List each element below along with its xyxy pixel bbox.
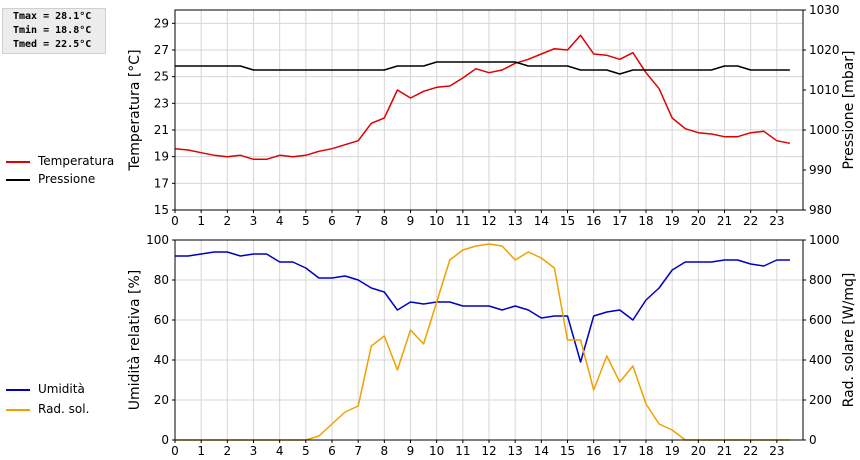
y-tick-label-left: 60 (154, 313, 169, 327)
y-tick-label-left: 40 (154, 353, 169, 367)
legend-pressione-swatch (6, 179, 30, 181)
y-tick-label-left: 100 (146, 233, 169, 247)
stats-box: Tmax = 28.1°C Tmin = 18.8°C Tmed = 22.5°… (2, 8, 106, 54)
x-tick-label: 17 (612, 444, 627, 458)
x-tick-label: 11 (455, 444, 470, 458)
x-tick-label: 9 (407, 214, 415, 228)
x-tick-label: 3 (250, 214, 258, 228)
y-tick-label-right: 400 (809, 353, 832, 367)
stat-tmin: Tmin = 18.8°C (13, 25, 92, 36)
stat-tmax: Tmax = 28.1°C (13, 11, 92, 22)
legend-umidita-swatch (6, 389, 30, 391)
x-tick-label: 16 (586, 444, 601, 458)
y-tick-label-right: 1030 (809, 3, 840, 17)
y-tick-label-right: 0 (809, 433, 817, 447)
x-tick-label: 8 (381, 214, 389, 228)
x-tick-label: 0 (171, 444, 179, 458)
series-line-umidit- (175, 251, 790, 363)
x-tick-label: 1 (197, 444, 205, 458)
x-tick-label: 8 (381, 444, 389, 458)
x-tick-label: 2 (224, 214, 232, 228)
x-tick-label: 5 (302, 214, 310, 228)
y-tick-label-left: 20 (154, 393, 169, 407)
x-tick-label: 15 (560, 214, 575, 228)
y-tick-label-left: 23 (154, 96, 169, 110)
x-tick-label: 19 (665, 214, 680, 228)
y-tick-label-left: 15 (154, 203, 169, 217)
x-tick-label: 13 (508, 444, 523, 458)
x-tick-label: 21 (717, 444, 732, 458)
x-tick-label: 10 (429, 214, 444, 228)
chart-1: 0 1 2 3 4 5 6 7 8 9 10 11 12 13 14 15 16 17 18 19 20 21 22 2302… (127, 233, 857, 458)
x-tick-label: 4 (276, 214, 284, 228)
series-line-pressione (175, 61, 790, 75)
legend-temperatura-swatch (6, 161, 30, 163)
legend-radsol-label: Rad. sol. (38, 402, 90, 416)
x-tick-label: 6 (328, 214, 336, 228)
x-tick-label: 22 (743, 214, 758, 228)
x-tick-label: 12 (481, 444, 496, 458)
x-tick-label: 14 (534, 444, 549, 458)
y-tick-label-right: 1000 (809, 123, 840, 137)
x-tick-label: 0 (171, 214, 179, 228)
x-tick-label: 1 (197, 214, 205, 228)
y-axis-title-right: Rad. solare [W/mq] (841, 273, 857, 408)
x-tick-label: 7 (354, 214, 362, 228)
x-tick-label: 5 (302, 444, 310, 458)
legend-temperatura-label: Temperatura (38, 154, 115, 168)
x-tick-label: 6 (328, 444, 336, 458)
y-tick-label-right: 600 (809, 313, 832, 327)
series-line-temperatura (174, 34, 791, 161)
x-tick-label: 20 (691, 214, 706, 228)
x-tick-label: 23 (769, 214, 784, 228)
legend-radsol-swatch (6, 409, 30, 411)
x-tick-label: 14 (534, 214, 549, 228)
legend-pressione-label: Pressione (38, 172, 96, 186)
x-tick-label: 16 (586, 214, 601, 228)
y-tick-label-left: 25 (154, 70, 169, 84)
y-axis-title-right: Pressione [mbar] (841, 50, 857, 169)
y-axis-title-left: Temperatura [°C] (127, 49, 143, 171)
y-tick-label-left: 21 (154, 123, 169, 137)
x-tick-label: 13 (508, 214, 523, 228)
y-tick-label-right: 200 (809, 393, 832, 407)
x-tick-label: 3 (250, 444, 258, 458)
y-tick-label-left: 17 (154, 176, 169, 190)
y-tick-label-left: 80 (154, 273, 169, 287)
stat-tmed: Tmed = 22.5°C (13, 39, 92, 50)
y-tick-label-left: 27 (154, 43, 169, 57)
x-tick-label: 18 (638, 444, 653, 458)
x-tick-label: 2 (224, 444, 232, 458)
x-tick-label: 20 (691, 444, 706, 458)
x-tick-label: 7 (354, 444, 362, 458)
x-tick-label: 9 (407, 444, 415, 458)
x-tick-label: 23 (769, 444, 784, 458)
x-tick-label: 21 (717, 214, 732, 228)
y-tick-label-left: 0 (161, 433, 169, 447)
y-tick-label-right: 1020 (809, 43, 840, 57)
y-tick-label-left: 29 (154, 16, 169, 30)
x-tick-label: 11 (455, 214, 470, 228)
y-axis-title-left: Umidità relativa [%] (127, 270, 143, 411)
x-tick-label: 22 (743, 444, 758, 458)
y-tick-label-left: 19 (154, 150, 169, 164)
x-tick-label: 4 (276, 444, 284, 458)
x-tick-label: 19 (665, 444, 680, 458)
x-tick-label: 10 (429, 444, 444, 458)
x-tick-label: 17 (612, 214, 627, 228)
y-tick-label-right: 990 (809, 163, 832, 177)
y-tick-label-right: 1000 (809, 233, 840, 247)
y-tick-label-right: 980 (809, 203, 832, 217)
y-tick-label-right: 1010 (809, 83, 840, 97)
chart-0: 0 1 2 3 4 5 6 7 8 9 10 11 12 13 14 15 16 17 18 19 20 21 22 2315… (127, 3, 857, 228)
x-tick-label: 12 (481, 214, 496, 228)
x-tick-label: 18 (638, 214, 653, 228)
x-tick-label: 15 (560, 444, 575, 458)
legend-umidita-label: Umidità (38, 382, 85, 396)
y-tick-label-right: 800 (809, 273, 832, 287)
